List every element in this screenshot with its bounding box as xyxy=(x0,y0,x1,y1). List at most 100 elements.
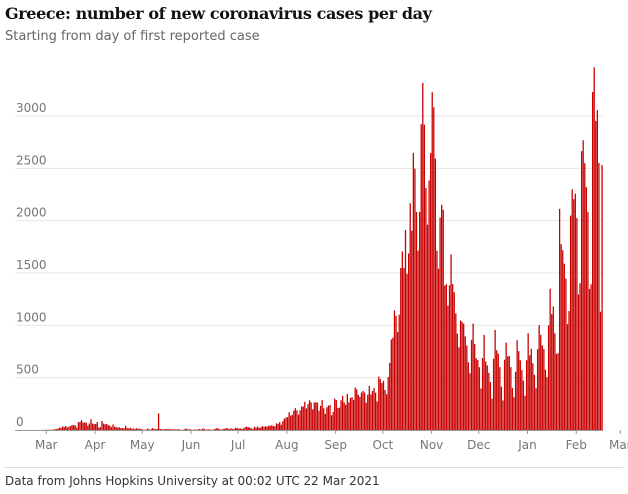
bar xyxy=(206,429,208,430)
bar xyxy=(247,427,249,430)
bar xyxy=(126,427,128,430)
x-tick-label: Apr xyxy=(85,438,106,452)
bar xyxy=(359,396,361,430)
bar xyxy=(401,251,403,430)
bar xyxy=(343,402,345,430)
bar xyxy=(419,211,421,430)
bar xyxy=(257,426,259,430)
x-axis-labels: Mar Apr May Jun Jul Aug Sep Oct Nov Dec Jan Feb Mar xyxy=(35,430,628,452)
bar xyxy=(246,426,248,430)
bar xyxy=(518,351,520,430)
bar xyxy=(580,151,583,430)
bar xyxy=(367,394,369,430)
bar xyxy=(601,164,603,430)
bar xyxy=(481,358,484,430)
bar xyxy=(348,402,350,430)
bar xyxy=(60,427,62,430)
bar xyxy=(363,392,366,430)
bar xyxy=(349,397,352,430)
bar xyxy=(123,428,125,430)
y-tick-label: 500 xyxy=(16,363,39,377)
bar xyxy=(417,250,419,430)
bar xyxy=(590,284,592,430)
bar xyxy=(54,429,56,430)
bar xyxy=(508,356,510,430)
bar xyxy=(378,376,380,430)
bar xyxy=(222,428,224,430)
bar xyxy=(69,426,72,430)
y-axis-labels: 0 500 1000 1500 2000 2500 3000 xyxy=(16,101,47,429)
bar xyxy=(184,428,186,430)
bar xyxy=(150,429,152,430)
bar xyxy=(139,428,141,430)
bar xyxy=(563,263,565,430)
bar xyxy=(93,424,95,430)
bar xyxy=(521,370,523,430)
bar xyxy=(153,428,155,430)
bar xyxy=(510,367,512,430)
bar xyxy=(66,427,69,430)
bar xyxy=(532,363,534,430)
bar xyxy=(379,379,381,430)
bar xyxy=(538,325,540,430)
bar xyxy=(511,388,514,430)
bar xyxy=(148,429,150,430)
bar xyxy=(445,284,448,430)
bar xyxy=(346,393,348,430)
bar xyxy=(128,428,130,430)
bar xyxy=(200,429,202,430)
bar xyxy=(335,400,337,430)
bar xyxy=(315,402,317,430)
x-tick-label: Jun xyxy=(181,438,201,452)
y-tick-label: 1000 xyxy=(16,310,47,324)
bar xyxy=(524,395,526,430)
bar xyxy=(203,428,205,430)
bar xyxy=(370,394,372,430)
bar xyxy=(329,404,331,430)
bar xyxy=(557,353,559,430)
bar xyxy=(124,425,127,430)
bar xyxy=(178,429,180,430)
bar xyxy=(540,334,542,430)
bar xyxy=(223,428,226,430)
bar xyxy=(79,421,81,430)
bar xyxy=(154,429,157,430)
x-tick-label: May xyxy=(130,438,155,452)
bar xyxy=(530,348,532,430)
bar xyxy=(352,399,355,430)
bar xyxy=(88,423,91,430)
bar xyxy=(434,158,437,430)
bar xyxy=(172,429,174,430)
bar xyxy=(219,429,221,430)
bar xyxy=(486,365,488,430)
bar xyxy=(132,428,135,430)
bar xyxy=(554,333,556,430)
bar xyxy=(571,189,573,430)
bar xyxy=(253,426,256,430)
bar xyxy=(63,427,65,430)
bar xyxy=(110,427,113,430)
bar xyxy=(547,325,550,430)
y-tick-label: 0 xyxy=(16,415,24,429)
bar xyxy=(529,355,531,430)
x-tick-label: Sep xyxy=(324,438,347,452)
bar xyxy=(433,107,435,430)
bar xyxy=(98,427,100,430)
bar xyxy=(301,406,303,430)
bar xyxy=(228,429,231,430)
bar xyxy=(249,427,251,430)
bar xyxy=(299,410,301,430)
bar xyxy=(488,372,490,430)
bar xyxy=(415,211,418,430)
bar xyxy=(560,244,562,430)
bar xyxy=(236,428,238,430)
bar xyxy=(555,353,558,430)
bar xyxy=(231,429,234,430)
bar xyxy=(235,427,237,430)
bar xyxy=(437,268,440,430)
bar xyxy=(409,203,411,430)
bar xyxy=(599,311,602,430)
bar xyxy=(80,420,83,430)
bar xyxy=(591,92,594,430)
bar xyxy=(305,408,308,430)
